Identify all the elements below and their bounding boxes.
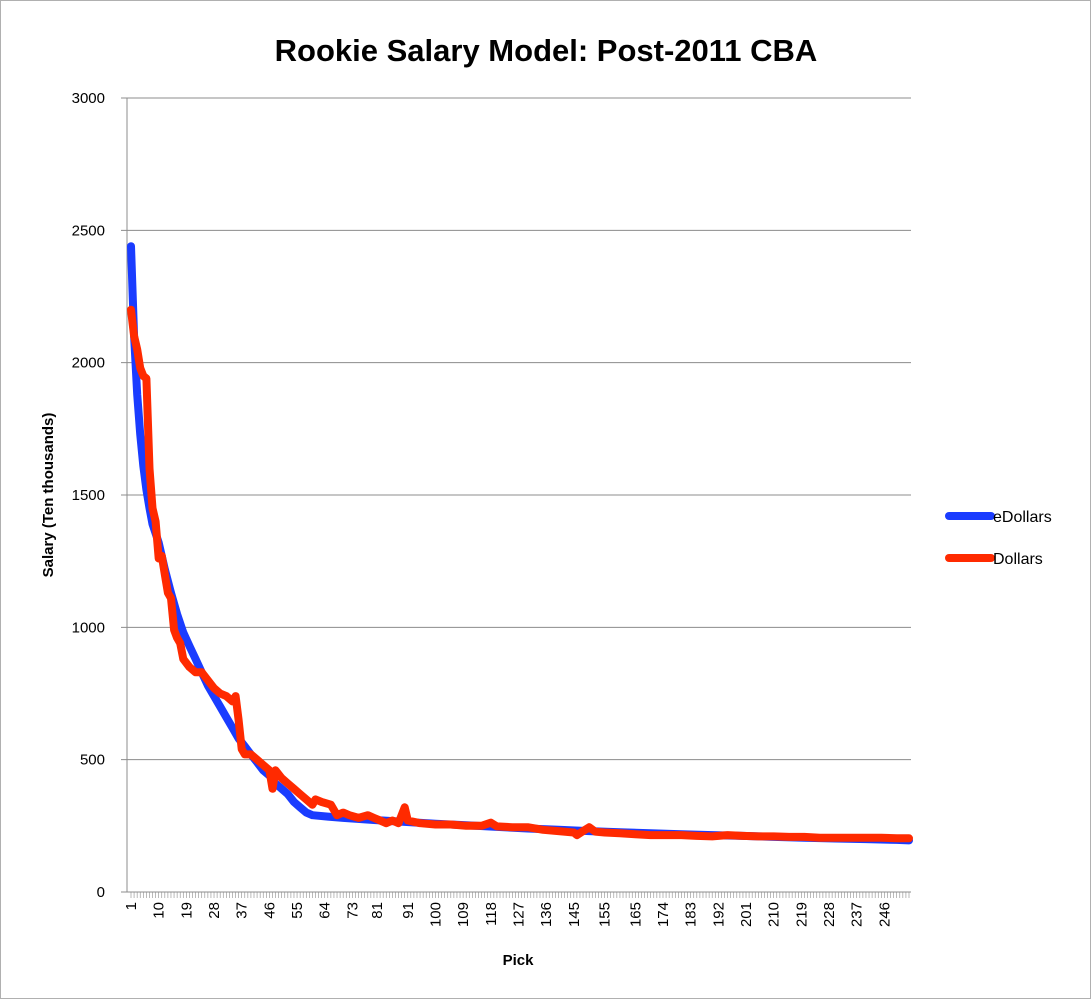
x-tick-label: 46 bbox=[261, 902, 278, 919]
x-tick-label: 55 bbox=[289, 902, 306, 919]
x-tick-label: 91 bbox=[400, 902, 417, 919]
y-axis-label: Salary (Ten thousands) bbox=[40, 413, 57, 578]
x-tick-label: 118 bbox=[483, 902, 500, 926]
x-tick-label: 73 bbox=[344, 902, 361, 919]
x-tick-label: 201 bbox=[738, 902, 755, 927]
x-tick-label: 64 bbox=[317, 902, 334, 919]
series-lines bbox=[127, 242, 913, 845]
x-tick-label: 127 bbox=[510, 902, 527, 927]
y-tick-label: 2000 bbox=[72, 355, 105, 372]
legend: eDollars Dollars bbox=[945, 509, 1052, 568]
y-tick-labels: 0 500 1000 1500 2000 2500 3000 bbox=[72, 90, 105, 901]
x-tick-label: 19 bbox=[178, 902, 195, 919]
x-tick-label: 28 bbox=[206, 902, 223, 919]
chart-title: Rookie Salary Model: Post-2011 CBA bbox=[275, 33, 818, 68]
x-tick-label: 136 bbox=[538, 902, 555, 927]
grid-lines bbox=[121, 97, 911, 893]
x-tick-label: 145 bbox=[566, 902, 583, 927]
legend-label-edollars: eDollars bbox=[993, 509, 1052, 526]
y-tick-label: 500 bbox=[80, 752, 105, 769]
x-tick-label: 1 bbox=[123, 902, 140, 910]
x-tick-label: 155 bbox=[597, 902, 614, 927]
x-tick-label: 246 bbox=[876, 902, 893, 927]
x-tick-labels: 1 10 19 28 37 46 55 64 73 81 91 100 109 118 127 136 145 1… bbox=[123, 902, 893, 927]
series-line-dollars bbox=[127, 305, 913, 843]
x-tick-label: 210 bbox=[766, 902, 783, 927]
x-tick-label: 228 bbox=[821, 902, 838, 927]
x-tick-label: 37 bbox=[234, 902, 251, 919]
x-tick-label: 174 bbox=[655, 902, 672, 927]
legend-label-dollars: Dollars bbox=[993, 551, 1043, 568]
y-tick-label: 3000 bbox=[72, 90, 105, 107]
axes bbox=[126, 98, 911, 898]
x-tick-label: 100 bbox=[427, 902, 444, 927]
x-tick-label: 109 bbox=[455, 902, 472, 927]
y-tick-label: 1000 bbox=[72, 619, 105, 636]
x-tick-label: 183 bbox=[683, 902, 700, 927]
x-tick-label: 165 bbox=[627, 902, 644, 927]
x-tick-label: 219 bbox=[793, 902, 810, 927]
y-tick-label: 1500 bbox=[72, 487, 105, 504]
y-tick-label: 0 bbox=[97, 884, 105, 901]
x-tick-label: 10 bbox=[151, 902, 168, 919]
y-tick-label: 2500 bbox=[72, 222, 105, 239]
x-axis-label: Pick bbox=[503, 952, 535, 969]
x-tick-label: 237 bbox=[849, 902, 866, 927]
x-tick-label: 192 bbox=[710, 902, 727, 927]
x-tick-label: 81 bbox=[369, 902, 386, 919]
